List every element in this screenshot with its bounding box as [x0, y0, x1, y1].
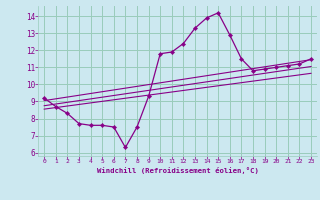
X-axis label: Windchill (Refroidissement éolien,°C): Windchill (Refroidissement éolien,°C) [97, 167, 259, 174]
